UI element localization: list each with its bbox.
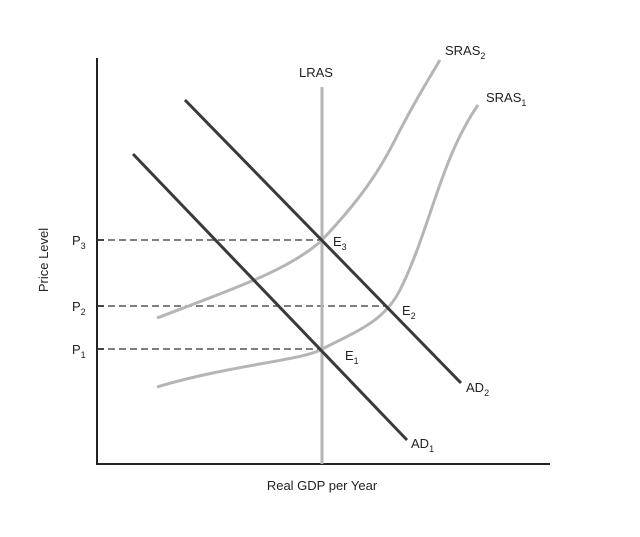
sras2-label: SRAS2 [445, 43, 485, 61]
p3-label: P3 [72, 233, 86, 251]
x-axis-label: Real GDP per Year [267, 478, 378, 493]
y-axis-label: Price Level [36, 228, 51, 292]
sras1-label: SRAS1 [486, 90, 526, 108]
sras2-curve [156, 59, 442, 320]
lras-label: LRAS [299, 65, 333, 80]
p2-label: P2 [72, 299, 86, 317]
ad1-label: AD1 [411, 436, 434, 454]
e3-label: E3 [333, 234, 347, 252]
ad1-line [131, 152, 409, 442]
sras1-curve [156, 104, 480, 389]
p1-label: P1 [72, 342, 86, 360]
ad2-label: AD2 [466, 380, 489, 398]
e1-label: E1 [345, 348, 359, 366]
e2-label: E2 [402, 303, 416, 321]
ad2-line [183, 98, 463, 385]
